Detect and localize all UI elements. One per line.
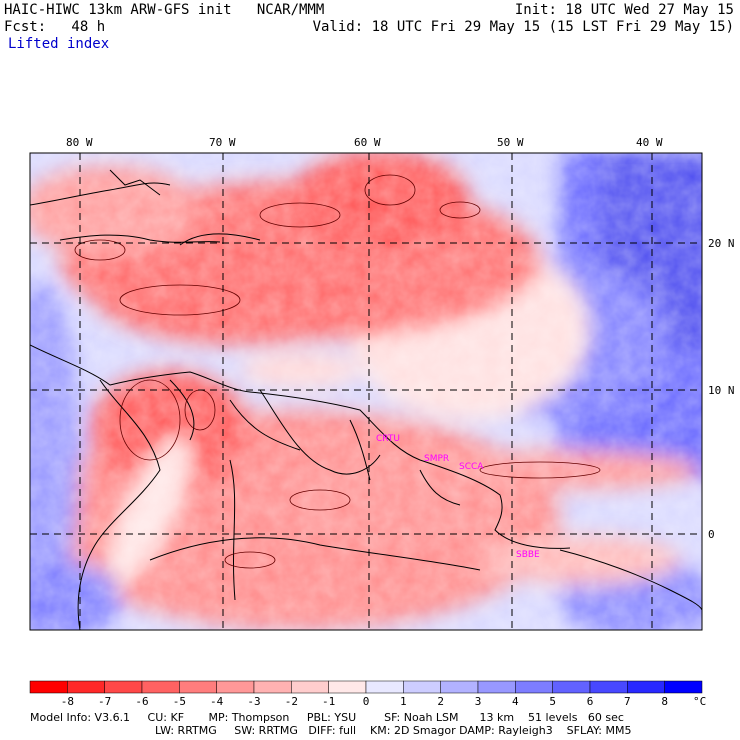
coastlines — [30, 169, 702, 630]
colorbar-tick-label: -4 — [210, 695, 224, 708]
colorbar-swatch — [365, 680, 404, 694]
colorbar-tick-label: -2 — [285, 695, 298, 708]
colorbar-tick-label: 3 — [475, 695, 482, 708]
colorbar-tick-label: -3 — [247, 695, 260, 708]
colorbar-tick-label: -6 — [135, 695, 148, 708]
colorbar-swatch — [589, 680, 628, 694]
colorbar-tick-label: -8 — [61, 695, 74, 708]
colorbar-tick-label: 5 — [549, 695, 556, 708]
colorbar-swatch — [627, 680, 665, 694]
lon-label-80w: 80 W — [66, 136, 93, 149]
colorbar-tick-label: 6 — [587, 695, 594, 708]
colorbar-swatch — [29, 680, 68, 694]
colorbar-tick-label: 0 — [363, 695, 370, 708]
colorbar-tick-label: -1 — [322, 695, 335, 708]
lon-label-50w: 50 W — [497, 136, 524, 149]
lon-label-70w: 70 W — [209, 136, 236, 149]
city-label-smpr: SMPR — [424, 454, 449, 464]
city-label-scca: SCCA — [459, 462, 484, 472]
colorbar-tick-label: -7 — [98, 695, 111, 708]
colorbar-swatch — [179, 680, 217, 694]
colorbar: -8 -7 -6 -5 -4 -3 -2 -1 0 1 2 3 4 5 6 7 8 — [29, 680, 703, 708]
lat-label-20n: 20 N — [708, 237, 735, 250]
city-label-sbbe: SBBE — [516, 550, 540, 560]
colorbar-swatch — [253, 680, 292, 694]
colorbar-swatch — [328, 680, 367, 694]
colorbar-swatch — [403, 680, 441, 694]
lon-label-60w: 60 W — [354, 136, 381, 149]
colorbar-tick-label: 8 — [661, 695, 668, 708]
model-info-line-2: LW: RRTMG SW: RRTMG DIFF: full KM: 2D Sm… — [155, 724, 632, 737]
colorbar-unit: °C — [693, 695, 706, 708]
colorbar-swatch — [477, 680, 516, 694]
colorbar-tick-label: 4 — [512, 695, 519, 708]
colorbar-swatch — [664, 680, 703, 694]
lon-label-40w: 40 W — [636, 136, 663, 149]
lifted-index-field — [30, 153, 702, 630]
city-label-crtu: CRTU — [376, 434, 400, 444]
init-time: Init: 18 UTC Wed 27 May 15 — [514, 2, 734, 18]
colorbar-swatch — [440, 680, 479, 694]
colorbar-swatch — [515, 680, 553, 694]
field-name: Lifted index — [8, 36, 110, 52]
colorbar-swatch — [552, 680, 591, 694]
colorbar-swatch — [216, 680, 255, 694]
colorbar-tick-label: 7 — [624, 695, 631, 708]
colorbar-tick-label: 2 — [437, 695, 444, 708]
graticule — [30, 153, 702, 630]
colorbar-tick-label: -5 — [173, 695, 186, 708]
forecast-hour: Fcst: 48 h — [4, 19, 106, 35]
contours — [74, 174, 601, 569]
colorbar-swatch — [291, 680, 329, 694]
plot-title: HAIC-HIWC 13km ARW-GFS init NCAR/MMM — [4, 2, 325, 18]
model-info-line-1: Model Info: V3.6.1 CU: KF MP: Thompson P… — [30, 711, 624, 724]
valid-time: Valid: 18 UTC Fri 29 May 15 (15 LST Fri … — [312, 19, 734, 35]
map-frame — [29, 152, 703, 631]
colorbar-swatch — [141, 680, 180, 694]
colorbar-swatch — [104, 680, 143, 694]
colorbar-swatch — [67, 680, 105, 694]
lat-label-10n: 10 N — [708, 384, 735, 397]
lat-label-equator: 0 — [708, 528, 715, 541]
colorbar-tick-label: 1 — [400, 695, 407, 708]
